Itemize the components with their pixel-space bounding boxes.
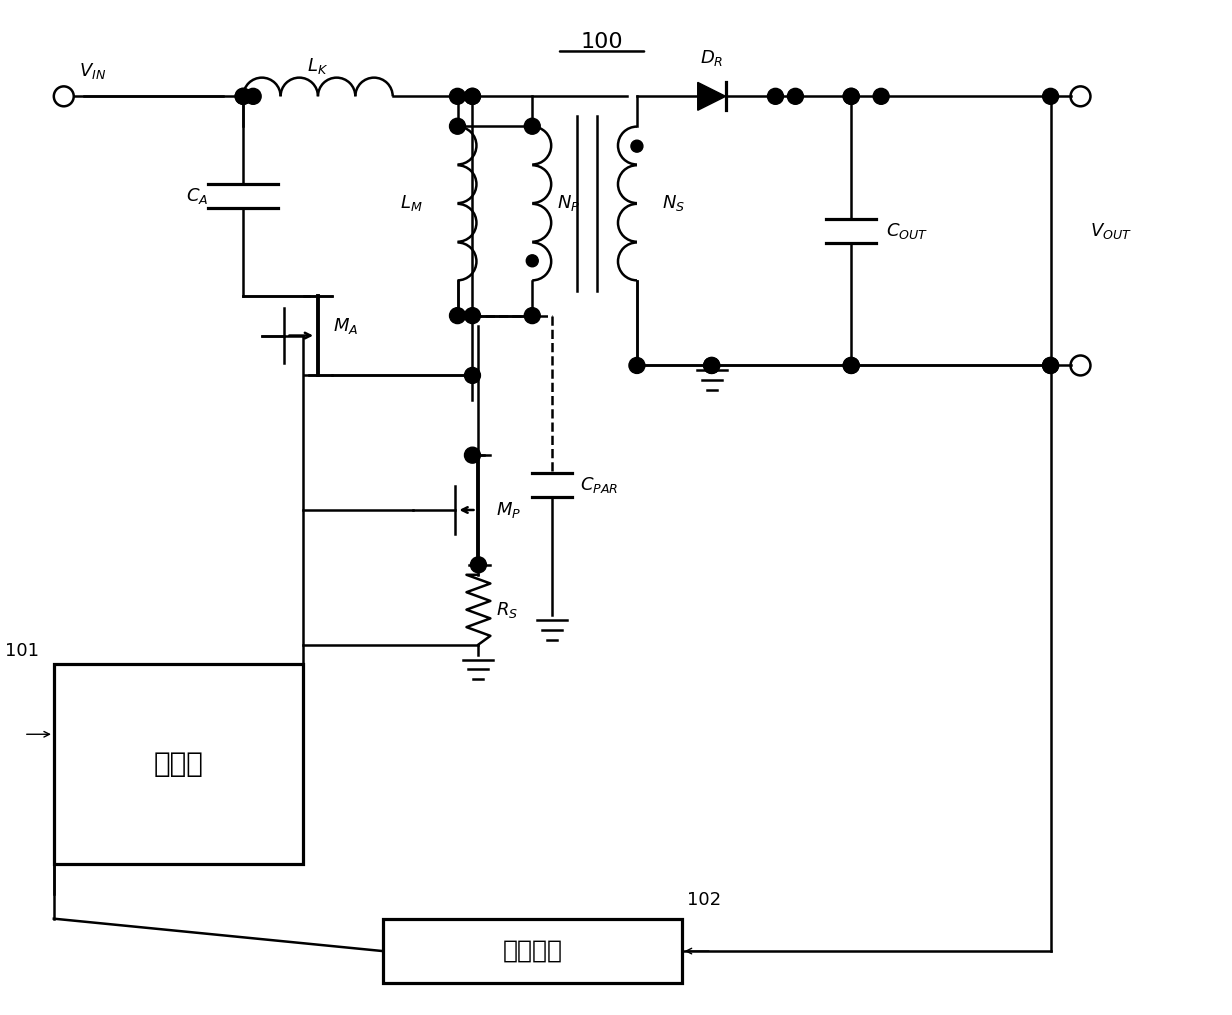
Circle shape	[464, 88, 480, 105]
Circle shape	[235, 88, 251, 105]
Circle shape	[450, 88, 466, 105]
Text: $D_R$: $D_R$	[700, 49, 723, 68]
Text: 101: 101	[5, 641, 39, 660]
Circle shape	[703, 357, 719, 374]
Circle shape	[245, 88, 261, 105]
Circle shape	[1042, 88, 1058, 105]
Text: $L_M$: $L_M$	[400, 194, 423, 213]
Circle shape	[630, 357, 644, 374]
Circle shape	[450, 119, 466, 134]
Text: $L_K$: $L_K$	[307, 57, 329, 76]
Circle shape	[843, 357, 859, 374]
Circle shape	[464, 88, 480, 105]
Circle shape	[464, 367, 480, 384]
Text: $C_{PAR}$: $C_{PAR}$	[580, 475, 618, 495]
Text: $N_P$: $N_P$	[557, 194, 580, 213]
Text: $C_{OUT}$: $C_{OUT}$	[886, 221, 929, 241]
Text: $C_A$: $C_A$	[186, 186, 208, 206]
Text: $V_{OUT}$: $V_{OUT}$	[1090, 221, 1132, 241]
Circle shape	[787, 88, 803, 105]
Text: 控制器: 控制器	[154, 750, 203, 779]
Text: 100: 100	[580, 31, 623, 52]
Circle shape	[873, 88, 890, 105]
Circle shape	[464, 448, 480, 463]
Circle shape	[1042, 357, 1058, 374]
Circle shape	[631, 140, 643, 152]
Text: $N_S$: $N_S$	[662, 194, 685, 213]
Text: $R_S$: $R_S$	[496, 600, 519, 620]
Circle shape	[450, 308, 466, 324]
Text: $M_A$: $M_A$	[333, 316, 359, 336]
FancyBboxPatch shape	[383, 919, 681, 984]
Circle shape	[526, 255, 538, 267]
Circle shape	[235, 88, 251, 105]
Circle shape	[464, 308, 480, 324]
Polygon shape	[697, 82, 726, 111]
Circle shape	[843, 88, 859, 105]
Circle shape	[471, 557, 487, 572]
Text: 102: 102	[686, 891, 721, 908]
Text: 隔离反馈: 隔离反馈	[503, 939, 562, 963]
Circle shape	[843, 357, 859, 374]
Circle shape	[525, 119, 541, 134]
Text: $V_{IN}$: $V_{IN}$	[79, 61, 106, 81]
Circle shape	[1042, 357, 1058, 374]
Circle shape	[843, 88, 859, 105]
Circle shape	[703, 357, 719, 374]
FancyBboxPatch shape	[54, 665, 303, 864]
Circle shape	[525, 308, 541, 324]
Circle shape	[768, 88, 784, 105]
Text: $M_P$: $M_P$	[496, 500, 521, 520]
